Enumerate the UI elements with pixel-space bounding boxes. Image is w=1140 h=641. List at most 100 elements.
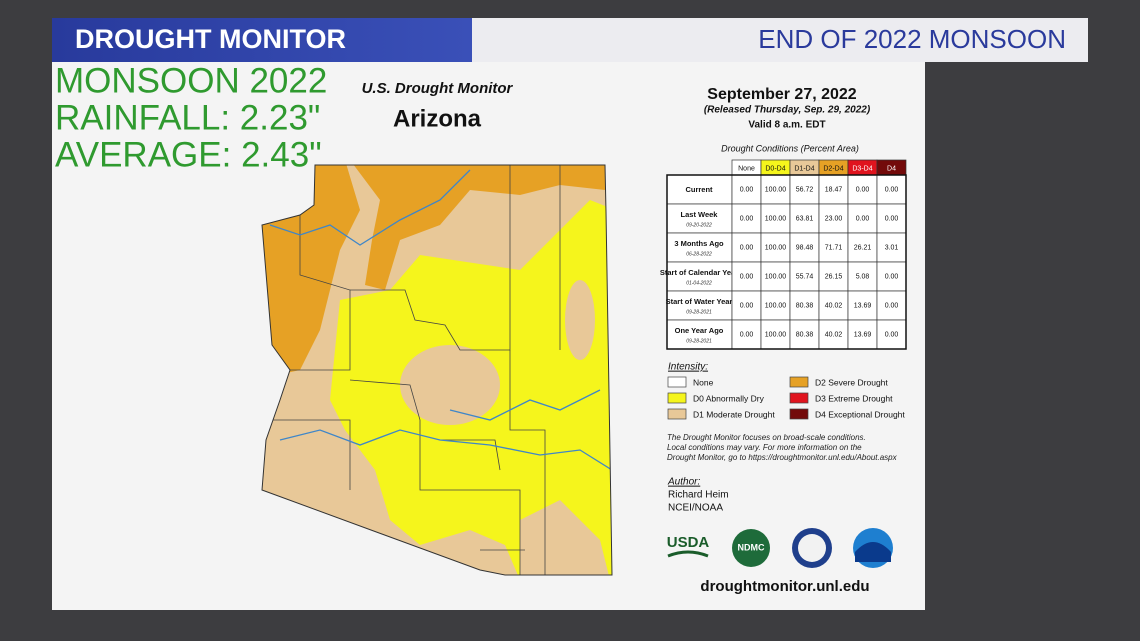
legend-swatch <box>789 376 809 388</box>
legend-swatch <box>667 408 687 420</box>
column-header: D4 <box>887 165 896 172</box>
column-header: D1-D4 <box>794 165 814 172</box>
cell-value: 0.00 <box>740 273 754 280</box>
cell-value: 98.48 <box>796 244 814 251</box>
author: Richard Heim <box>668 490 729 501</box>
legend-label: D2 Severe Drought <box>815 377 888 387</box>
ndmc-text: NDMC <box>738 542 765 552</box>
cell-value: 0.00 <box>740 302 754 309</box>
row-date: 09-20-2022 <box>686 222 712 228</box>
cell-value: 80.38 <box>796 331 814 338</box>
cell-value: 26.15 <box>825 273 843 280</box>
map-source: U.S. Drought Monitor <box>362 80 514 97</box>
row-label: One Year Ago <box>675 326 724 335</box>
row-date: 09-28-2021 <box>686 338 712 344</box>
cell-value: 5.08 <box>856 273 870 280</box>
cell-value: 0.00 <box>740 186 754 193</box>
cell <box>876 203 907 234</box>
cell <box>760 261 791 292</box>
row-label-cell <box>666 232 733 263</box>
cell-value: 13.69 <box>854 331 872 338</box>
cell-value: 40.02 <box>825 331 843 338</box>
row-label: Start of Water Year <box>666 297 733 306</box>
cell-value: 3.01 <box>885 244 899 251</box>
legend-label: D3 Extreme Drought <box>815 393 893 403</box>
cell-value: 13.69 <box>854 302 872 309</box>
cell <box>818 319 849 350</box>
usda-swoosh <box>667 550 709 558</box>
row-label: 3 Months Ago <box>674 239 724 248</box>
column-header: D3-D4 <box>852 165 872 172</box>
cell-value: 0.00 <box>856 215 870 222</box>
legend-swatch <box>667 392 687 404</box>
overlay-line: AVERAGE: 2.43" <box>55 135 322 174</box>
note: The Drought Monitor focuses on broad-sca… <box>667 433 898 462</box>
url: droughtmonitor.unl.edu <box>700 578 869 595</box>
header-left-bar <box>52 18 472 62</box>
cell <box>876 232 907 263</box>
info-valid: Valid 8 a.m. EDT <box>748 120 825 131</box>
cell-value: 0.00 <box>856 186 870 193</box>
cell <box>731 174 762 205</box>
cell <box>876 174 907 205</box>
row-date: 01-04-2022 <box>686 280 712 286</box>
cell-value: 100.00 <box>765 302 787 309</box>
state-outline <box>261 164 613 576</box>
author-title: Author: <box>667 477 700 488</box>
legend-label: D0 Abnormally Dry <box>693 393 765 403</box>
cell <box>731 232 762 263</box>
table-caption: Drought Conditions (Percent Area) <box>721 143 859 153</box>
cell <box>847 174 878 205</box>
author: NCEI/NOAA <box>668 503 723 514</box>
usda-logo: USDA <box>667 534 710 551</box>
header-subtitle: END OF 2022 MONSOON <box>758 24 1066 54</box>
map-state: Arizona <box>393 105 482 132</box>
cell-value: 100.00 <box>765 244 787 251</box>
county-lines <box>262 165 561 575</box>
cell-value: 18.47 <box>825 186 843 193</box>
cell-value: 63.81 <box>796 215 814 222</box>
legend-label: D1 Moderate Drought <box>693 409 775 419</box>
legend-swatch <box>789 408 809 420</box>
cell <box>760 174 791 205</box>
cell-value: 0.00 <box>885 331 899 338</box>
row-label-cell <box>666 319 733 350</box>
d1-area <box>520 500 610 575</box>
legend: None D0 Abnormally Dry D1 Moderate Drought… <box>667 376 905 420</box>
info-date: September 27, 2022 <box>707 86 857 103</box>
cell-value: 0.00 <box>740 331 754 338</box>
table: None D0-D4 D1-D4 D2-D4 D3-D4 D4 Current 0.00 100… <box>660 159 907 350</box>
row-date: 09-28-2021 <box>686 309 712 315</box>
cell <box>789 232 820 263</box>
column-header: D0-D4 <box>765 165 785 172</box>
cell-value: 71.71 <box>825 244 843 251</box>
d1-area <box>565 280 595 360</box>
cell-value: 100.00 <box>765 273 787 280</box>
cell-value: 100.00 <box>765 215 787 222</box>
column-header: None <box>738 165 755 172</box>
cell-value: 0.00 <box>885 302 899 309</box>
overlay-line: RAINFALL: 2.23" <box>55 98 320 137</box>
note-line: Local conditions may vary. For more info… <box>667 443 862 452</box>
rivers <box>269 169 612 471</box>
cell-value: 0.00 <box>885 215 899 222</box>
cell-value: 0.00 <box>740 215 754 222</box>
cell <box>847 232 878 263</box>
overlay-text: MONSOON 2022 RAINFALL: 2.23" AVERAGE: 2.… <box>55 61 327 174</box>
cell-value: 26.21 <box>854 244 872 251</box>
cell-value: 80.38 <box>796 302 814 309</box>
cell-value: 100.00 <box>765 331 787 338</box>
header-right-bar <box>472 18 1088 62</box>
row-label: Current <box>685 185 713 194</box>
d2-area <box>350 165 605 290</box>
row-label: Last Week <box>681 210 719 219</box>
row-label: Start of Calendar Year <box>660 268 738 277</box>
cell-value: 0.00 <box>885 273 899 280</box>
legend-label: D4 Exceptional Drought <box>815 409 905 419</box>
noaa-wave <box>855 542 891 562</box>
ndmc-logo <box>732 529 770 567</box>
cell <box>847 319 878 350</box>
cell <box>789 261 820 292</box>
